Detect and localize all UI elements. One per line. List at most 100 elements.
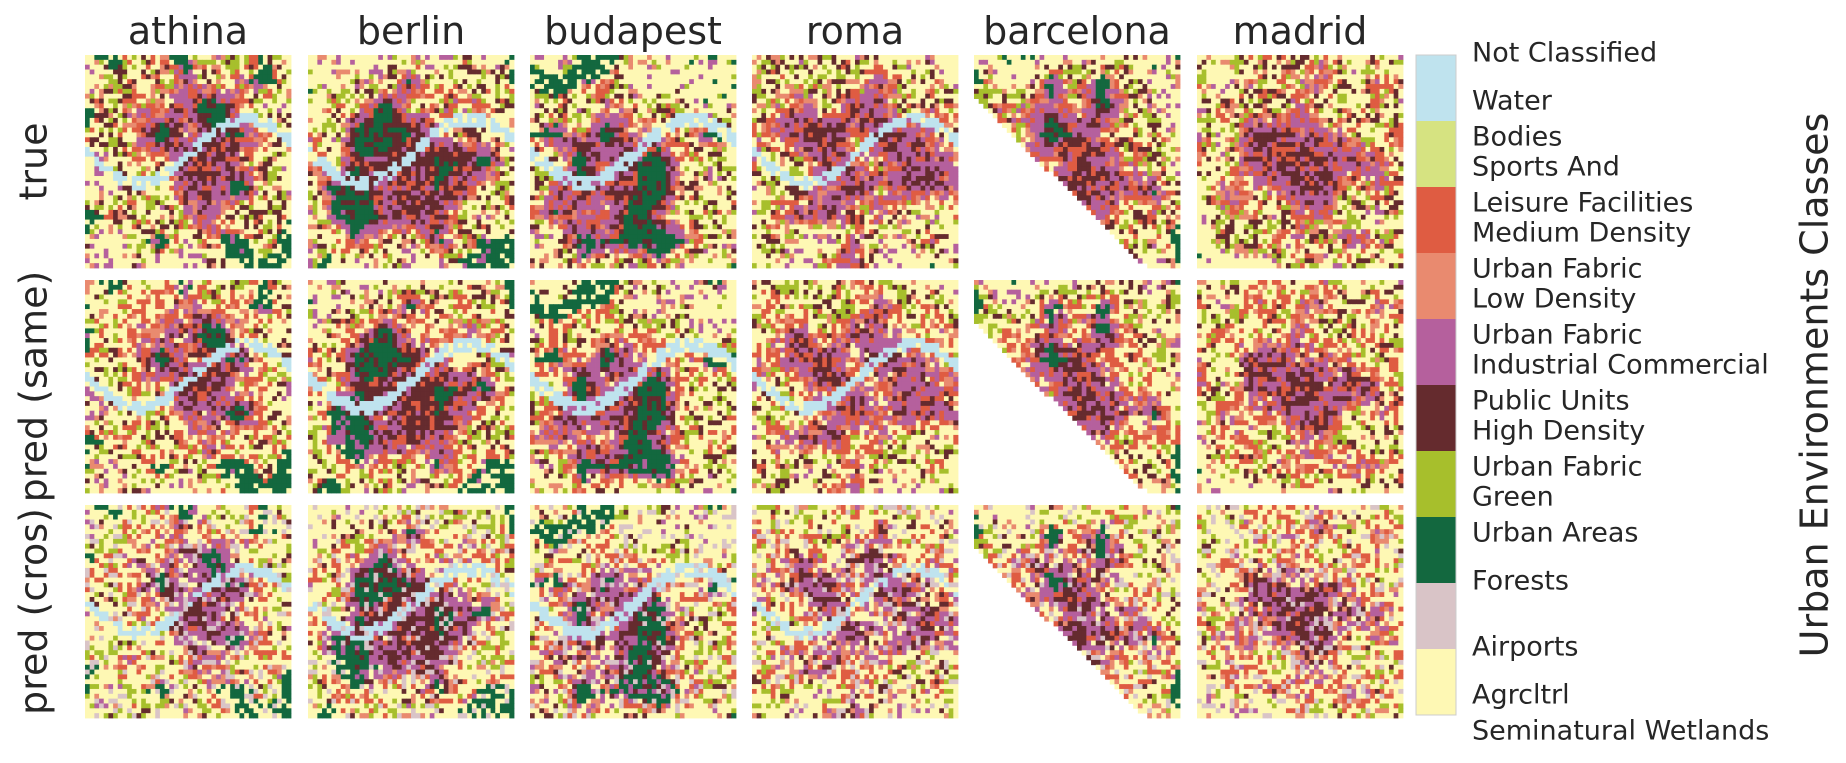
map-cell — [277, 367, 282, 372]
map-cell — [230, 162, 235, 167]
map-cell — [85, 314, 90, 319]
map-cell — [155, 406, 160, 411]
map-cell — [104, 295, 109, 300]
map-cell — [286, 79, 291, 84]
map-cell — [151, 396, 156, 401]
map-cell — [165, 295, 170, 300]
map-cell — [137, 367, 142, 372]
map-cell — [108, 65, 113, 70]
map-cell — [108, 195, 113, 200]
map-cell — [216, 220, 221, 225]
map-cell — [254, 205, 259, 210]
map-cell — [155, 200, 160, 205]
map-cell — [122, 128, 127, 133]
map-cell — [272, 215, 277, 220]
map-cell — [132, 314, 137, 319]
map-cell — [211, 234, 216, 239]
map-cell — [235, 391, 240, 396]
map-cell — [151, 263, 156, 268]
map-cell — [197, 79, 202, 84]
map-cell — [216, 304, 221, 309]
map-cell — [169, 367, 174, 372]
map-cell — [108, 176, 113, 181]
map-cell — [272, 324, 277, 329]
map-cell — [207, 220, 212, 225]
map-cell — [202, 258, 207, 263]
map-cell — [165, 372, 170, 377]
map-cell — [258, 108, 263, 113]
map-cell — [141, 387, 146, 392]
map-cell — [146, 367, 151, 372]
map-cell — [99, 285, 104, 290]
map-cell — [230, 396, 235, 401]
map-cell — [160, 406, 165, 411]
map-cell — [169, 55, 174, 60]
map-cell — [174, 65, 179, 70]
map-cell — [277, 89, 282, 94]
map-cell — [85, 263, 90, 268]
map-cell — [137, 295, 142, 300]
map-cell — [174, 210, 179, 215]
map-cell — [216, 60, 221, 65]
map-cell — [244, 362, 249, 367]
map-cell — [240, 166, 245, 171]
map-cell — [99, 239, 104, 244]
map-cell — [179, 108, 184, 113]
map-cell — [174, 186, 179, 191]
map-cell — [99, 234, 104, 239]
map-cell — [174, 118, 179, 123]
map-cell — [193, 391, 198, 396]
map-cell — [174, 309, 179, 314]
map-cell — [104, 309, 109, 314]
map-cell — [179, 99, 184, 104]
map-cell — [249, 353, 254, 358]
map-cell — [225, 244, 230, 249]
map-cell — [207, 74, 212, 79]
map-cell — [151, 113, 156, 118]
map-cell — [225, 200, 230, 205]
map-cell — [197, 142, 202, 147]
map-cell — [272, 387, 277, 392]
map-cell — [244, 108, 249, 113]
map-cell — [188, 191, 193, 196]
map-cell — [230, 166, 235, 171]
map-cell — [277, 152, 282, 157]
map-cell — [151, 357, 156, 362]
map-cell — [258, 416, 263, 421]
map-cell — [272, 70, 277, 75]
map-cell — [90, 99, 95, 104]
map-cell — [127, 357, 132, 362]
map-cell — [113, 406, 118, 411]
map-cell — [249, 295, 254, 300]
map-cell — [235, 285, 240, 290]
map-cell — [216, 314, 221, 319]
map-cell — [202, 348, 207, 353]
map-cell — [240, 152, 245, 157]
map-cell — [263, 387, 268, 392]
map-cell — [108, 60, 113, 65]
map-cell — [132, 234, 137, 239]
map-cell — [225, 84, 230, 89]
map-cell — [225, 113, 230, 118]
map-cell — [207, 406, 212, 411]
map-cell — [90, 362, 95, 367]
map-cell — [160, 353, 165, 358]
map-cell — [216, 99, 221, 104]
map-cell — [127, 348, 132, 353]
map-cell — [263, 319, 268, 324]
map-cell — [216, 103, 221, 108]
map-cell — [183, 191, 188, 196]
map-cell — [99, 224, 104, 229]
map-cell — [211, 244, 216, 249]
map-cell — [258, 382, 263, 387]
map-cell — [141, 391, 146, 396]
map-cell — [188, 65, 193, 70]
map-cell — [272, 253, 277, 258]
map-cell — [94, 229, 99, 234]
map-cell — [169, 304, 174, 309]
map-cell — [108, 210, 113, 215]
map-cell — [113, 357, 118, 362]
map-cell — [179, 55, 184, 60]
map-cell — [90, 70, 95, 75]
map-cell — [268, 348, 273, 353]
